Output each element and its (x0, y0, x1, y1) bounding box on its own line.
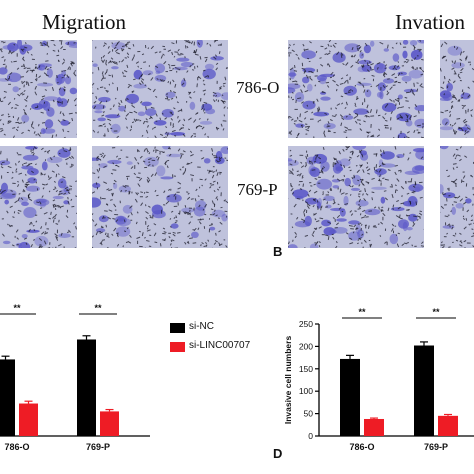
invasion-y-tick-label-2: 100 (299, 386, 313, 396)
invasion-y-tick-label-5: 250 (299, 319, 313, 329)
invasion-bar-si-nc-769-p (414, 345, 434, 436)
migration-bar-chart: ** 786-O ** 769-P (0, 303, 150, 452)
migration-bar-si-nc-786-o (0, 359, 15, 436)
invasion-y-axis-label: Invasive cell numbers (284, 336, 293, 425)
legend-label-si-linc00707: si-LINC00707 (189, 340, 251, 351)
cell-line-label-786o: 786-O (236, 78, 280, 97)
migration-x-tick-label-1: 769-P (86, 442, 110, 452)
invasion-y-tick-label-1: 50 (304, 409, 314, 419)
migration-bar-si-nc-769-p (77, 339, 96, 436)
migration-sig-label-0: ** (13, 303, 21, 313)
invasion-y-tick-label-3: 150 (299, 364, 313, 374)
migration-bar-si-linc00707-786-o (19, 403, 38, 436)
invasion-y-tick-label-0: 0 (308, 431, 313, 441)
invasion-bar-si-linc00707-786-o (364, 418, 384, 436)
invasion-y-tick-label-4: 200 (299, 341, 313, 351)
invasion-bar-chart: 0 50 100 150 200 250 Invasive cell numbers ** 78… (284, 307, 474, 452)
legend: si-NC si-LINC00707 (170, 318, 270, 358)
panel-label-b: B (273, 244, 283, 259)
migration-sig-label-1: ** (94, 303, 102, 313)
invasion-x-tick-label-1: 769-P (424, 442, 448, 452)
legend-swatch-si-linc00707 (170, 342, 185, 352)
migration-bar-si-linc00707-769-p (100, 411, 119, 436)
micrograph-migration-786o-si-linc00707 (92, 40, 228, 138)
invasion-x-tick-label-0: 786-O (349, 442, 374, 452)
legend-swatch-si-nc (170, 323, 185, 333)
micrograph-migration-786o-si-nc (0, 40, 77, 138)
migration-x-tick-label-0: 786-O (4, 442, 29, 452)
invasion-bar-si-linc00707-769-p (438, 415, 458, 436)
migration-header: Migration (42, 10, 126, 34)
invasion-sig-label-1: ** (432, 307, 440, 317)
micrograph-migration-769p-si-nc (0, 146, 77, 248)
legend-label-si-nc: si-NC (189, 321, 214, 332)
invasion-sig-label-0: ** (358, 307, 366, 317)
micrograph-invasion-769p-si-nc (288, 146, 424, 248)
invasion-header: Invation (395, 10, 465, 34)
micrograph-invasion-769p-si-linc00707 (440, 146, 474, 248)
panel-label-d: D (273, 446, 283, 461)
micrograph-invasion-786o-si-linc00707 (440, 40, 474, 138)
invasion-bar-si-nc-786-o (340, 358, 360, 436)
cell-line-label-769p: 769-P (237, 180, 278, 199)
micrograph-invasion-786o-si-nc (288, 40, 424, 138)
micrograph-migration-769p-si-linc00707 (92, 146, 228, 248)
